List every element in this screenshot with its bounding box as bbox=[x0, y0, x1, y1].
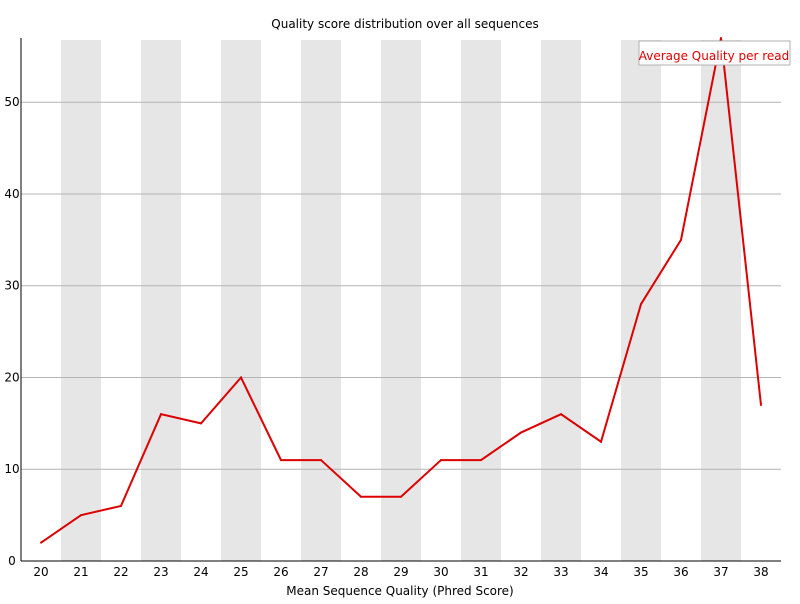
y-tick-label-0: 0 bbox=[8, 554, 16, 568]
x-tick-label-35: 35 bbox=[633, 565, 648, 579]
x-tick-label-33: 33 bbox=[553, 565, 568, 579]
x-tick-label-26: 26 bbox=[273, 565, 288, 579]
x-tick-label-29: 29 bbox=[393, 565, 408, 579]
x-tick-label-21: 21 bbox=[73, 565, 88, 579]
data-point-30 bbox=[440, 459, 442, 462]
y-tick-label-20: 20 bbox=[4, 370, 19, 384]
band-21 bbox=[61, 40, 101, 561]
data-point-20 bbox=[40, 541, 42, 544]
band-23 bbox=[141, 40, 181, 561]
x-tick-label-36: 36 bbox=[673, 565, 688, 579]
band-25 bbox=[221, 40, 261, 561]
band-33 bbox=[541, 40, 581, 561]
data-point-25 bbox=[240, 376, 242, 379]
data-point-38 bbox=[760, 404, 762, 407]
data-point-26 bbox=[280, 459, 282, 462]
x-tick-label-23: 23 bbox=[153, 565, 168, 579]
axes bbox=[20, 38, 781, 562]
band-31 bbox=[461, 40, 501, 561]
legend-label: Average Quality per read bbox=[639, 49, 790, 63]
data-point-37 bbox=[720, 37, 722, 39]
y-tick-label-30: 30 bbox=[4, 279, 19, 293]
band-37 bbox=[701, 40, 741, 561]
x-tick-label-20: 20 bbox=[33, 565, 48, 579]
data-point-34 bbox=[600, 440, 602, 443]
y-tick-label-50: 50 bbox=[4, 95, 19, 109]
chart-title: Quality score distribution over all sequ… bbox=[271, 17, 538, 31]
x-tick-label-32: 32 bbox=[513, 565, 528, 579]
data-point-29 bbox=[400, 495, 402, 498]
x-axis-label: Mean Sequence Quality (Phred Score) bbox=[286, 584, 514, 598]
band-29 bbox=[381, 40, 421, 561]
x-tick-label-25: 25 bbox=[233, 565, 248, 579]
data-point-28 bbox=[360, 495, 362, 498]
alternating-bands bbox=[61, 40, 741, 561]
y-tick-label-10: 10 bbox=[4, 462, 19, 476]
series-layer bbox=[40, 37, 762, 544]
x-tick-label-22: 22 bbox=[113, 565, 128, 579]
band-35 bbox=[621, 40, 661, 561]
y-axis-ticks: 0 10 20 30 40 50 bbox=[4, 95, 19, 568]
x-tick-label-30: 30 bbox=[433, 565, 448, 579]
x-tick-label-34: 34 bbox=[593, 565, 608, 579]
x-tick-label-38: 38 bbox=[753, 565, 768, 579]
data-point-22 bbox=[120, 504, 122, 507]
band-27 bbox=[301, 40, 341, 561]
data-point-21 bbox=[80, 514, 82, 517]
legend: Average Quality per read bbox=[638, 40, 791, 66]
legend-box bbox=[638, 40, 791, 66]
x-tick-label-28: 28 bbox=[353, 565, 368, 579]
data-point-35 bbox=[640, 303, 642, 306]
x-tick-label-27: 27 bbox=[313, 565, 328, 579]
data-point-27 bbox=[320, 459, 322, 462]
data-point-33 bbox=[560, 413, 562, 416]
data-point-23 bbox=[160, 413, 162, 416]
data-point-36 bbox=[680, 238, 682, 241]
y-tick-label-40: 40 bbox=[4, 187, 19, 201]
x-tick-label-31: 31 bbox=[473, 565, 488, 579]
data-point-32 bbox=[520, 431, 522, 434]
x-axis-ticks: 20 21 22 23 24 25 26 27 28 29 30 31 32 33 34 35 36 37 38 bbox=[33, 565, 768, 579]
x-tick-label-24: 24 bbox=[193, 565, 208, 579]
horizontal-gridlines bbox=[21, 101, 781, 470]
data-point-31 bbox=[480, 459, 482, 462]
x-tick-label-37: 37 bbox=[713, 565, 728, 579]
data-point-24 bbox=[200, 422, 202, 425]
